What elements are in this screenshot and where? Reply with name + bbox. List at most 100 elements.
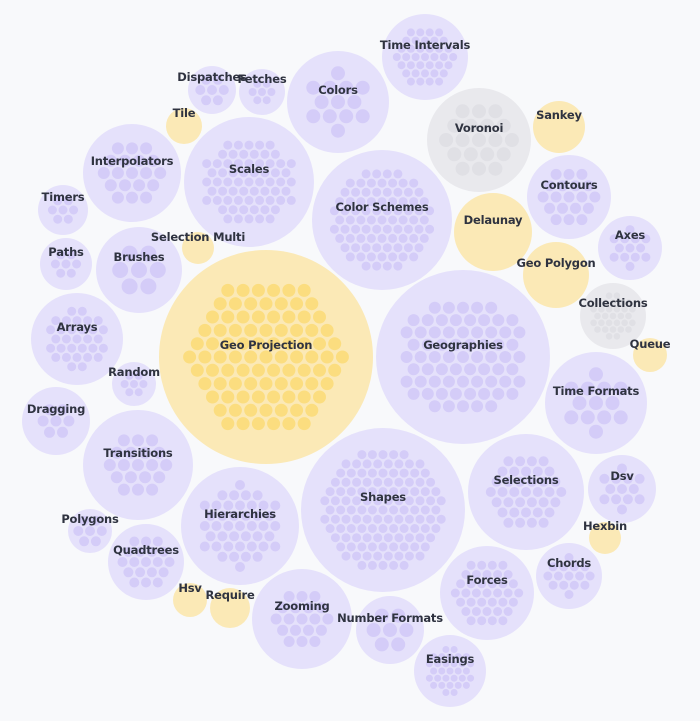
bubble-dot (605, 319, 613, 327)
bubble-time-intervals[interactable] (382, 14, 468, 100)
bubble-axes[interactable] (598, 216, 662, 280)
bubble-dot (239, 168, 249, 178)
bubble-dot (56, 268, 66, 278)
bubble-transitions[interactable] (83, 410, 193, 520)
bubble-scales[interactable] (184, 117, 314, 247)
bubble-dot (267, 337, 281, 351)
bubble-dot (282, 337, 296, 351)
bubble-dot (605, 396, 620, 410)
bubble-dot (361, 206, 371, 216)
bubble-dot (388, 178, 398, 188)
bubble-dsv[interactable] (588, 455, 656, 523)
bubble-dot (485, 487, 496, 497)
bubble-dot (430, 36, 439, 45)
bubble-interpolators[interactable] (83, 124, 181, 222)
bubble-hexbin[interactable] (589, 522, 621, 554)
bubble-require[interactable] (210, 588, 250, 628)
bubble-dot (503, 476, 514, 487)
bubble-dot (335, 350, 349, 364)
bubble-dot (239, 149, 249, 159)
bubble-easings[interactable] (414, 635, 486, 707)
bubble-dot (564, 381, 579, 396)
bubble-dot (290, 403, 304, 417)
bubble-number-formats[interactable] (356, 596, 424, 664)
bubble-zooming[interactable] (252, 569, 352, 669)
bubble-geo-polygon[interactable] (523, 242, 589, 308)
bubble-collections[interactable] (580, 283, 646, 349)
bubble-circle[interactable] (454, 193, 532, 271)
bubble-random[interactable] (112, 362, 156, 406)
bubble-dot (421, 338, 434, 351)
bubble-dot (325, 524, 335, 533)
bubble-dot (464, 363, 477, 376)
bubble-fetches[interactable] (239, 69, 285, 115)
bubble-dot (132, 459, 144, 471)
bubble-quadtrees[interactable] (108, 524, 184, 600)
bubble-voronoi[interactable] (427, 88, 531, 192)
bubble-timers[interactable] (38, 185, 88, 235)
bubble-colors[interactable] (287, 51, 389, 153)
bubble-dot (471, 400, 484, 413)
bubble-hierarchies[interactable] (181, 467, 299, 585)
bubble-dot (51, 352, 61, 362)
bubble-dot (435, 44, 444, 53)
bubble-paths[interactable] (40, 238, 92, 290)
bubble-arrays[interactable] (31, 293, 123, 385)
bubble-dot (538, 517, 549, 528)
bubble-dot (314, 95, 329, 109)
bubble-shapes[interactable] (301, 428, 465, 592)
bubble-circle[interactable] (589, 522, 621, 554)
bubble-selection-multi[interactable] (182, 232, 214, 264)
bubble-circle[interactable] (182, 232, 214, 264)
bubble-circle[interactable] (533, 101, 585, 153)
bubble-dot (378, 505, 388, 515)
bubble-dot (450, 646, 458, 653)
bubble-contours[interactable] (527, 155, 611, 239)
bubble-tile[interactable] (166, 108, 202, 144)
bubble-dot (426, 514, 436, 524)
bubble-geographies[interactable] (376, 270, 550, 444)
bubble-dot (599, 494, 610, 505)
bubble-time-formats[interactable] (545, 352, 647, 454)
bubble-dot (446, 653, 454, 661)
bubble-dot (235, 500, 245, 511)
bubble-circle[interactable] (166, 108, 202, 144)
bubble-dispatches[interactable] (188, 66, 236, 114)
bubble-dot (509, 507, 520, 518)
bubble-dot (77, 325, 87, 335)
bubble-dot (367, 524, 377, 533)
bubble-dot (503, 497, 514, 508)
bubble-color-schemes[interactable] (312, 150, 452, 290)
bubble-dot (212, 159, 222, 169)
bubble-dot (61, 352, 71, 362)
bubble-selections[interactable] (468, 434, 584, 550)
bubble-brushes[interactable] (96, 227, 182, 313)
bubble-delaunay[interactable] (454, 193, 532, 271)
bubble-dot (506, 338, 519, 351)
bubble-dot (383, 496, 393, 506)
bubble-forces[interactable] (440, 546, 534, 640)
bubble-circle[interactable] (633, 338, 667, 372)
bubble-geo-projection[interactable] (159, 250, 373, 464)
bubble-polygons[interactable] (68, 509, 112, 553)
bubble-dot (407, 387, 420, 400)
bubble-dragging[interactable] (22, 387, 90, 455)
bubble-circle[interactable] (210, 588, 250, 628)
bubble-dot (575, 571, 585, 581)
bubble-sankey[interactable] (533, 101, 585, 153)
bubble-dot (103, 459, 116, 471)
bubble-dot (456, 597, 466, 607)
bubble-dot (352, 477, 362, 487)
bubble-chords[interactable] (536, 543, 602, 609)
bubble-dot (297, 363, 311, 377)
bubble-circle[interactable] (173, 583, 207, 617)
bubble-hsv[interactable] (173, 583, 207, 617)
bubble-queue[interactable] (633, 338, 667, 372)
bubble-label: Geo Polygon (516, 256, 596, 270)
bubble-dot (570, 202, 581, 214)
bubble-dot (425, 224, 435, 234)
bubble-dot (625, 225, 635, 235)
bubble-dot (352, 551, 362, 561)
bubble-dot (605, 333, 613, 340)
bubble-circle[interactable] (523, 242, 589, 308)
